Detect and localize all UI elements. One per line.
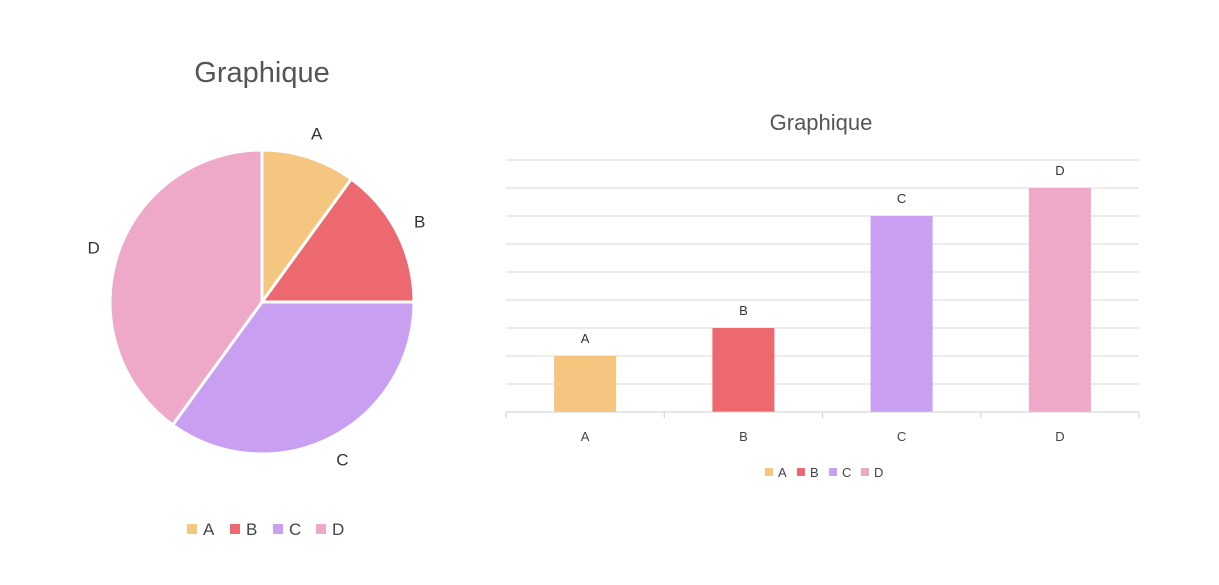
bar-d	[1028, 188, 1091, 412]
pie-slice-a	[260, 148, 354, 307]
bar-legend-swatch-b	[797, 468, 805, 476]
pie-slice-c	[170, 300, 416, 456]
pie-slice-labels: A B C D	[88, 125, 426, 470]
pie-slice-b	[259, 176, 416, 304]
pie-slice-label-d: D	[88, 238, 100, 257]
pie-slices	[108, 148, 416, 456]
pie-legend-swatch-d	[316, 524, 326, 534]
bar-legend-label-b: B	[810, 465, 819, 480]
bar-data-label-c: C	[897, 191, 906, 206]
bar-b	[712, 328, 775, 412]
bar-x-tick-label-d: D	[1055, 429, 1064, 444]
pie-legend-label-d: D	[332, 520, 344, 539]
bar-chart: Graphique A B C D A B C D A B C D	[505, 110, 1140, 480]
bar-legend-swatch-c	[829, 468, 837, 476]
bar-data-label-a: A	[581, 331, 590, 346]
pie-chart-title: Graphique	[194, 57, 329, 89]
pie-legend-label-c: C	[289, 520, 301, 539]
pie-legend-swatch-c	[273, 524, 283, 534]
pie-legend: A B C D	[187, 520, 344, 539]
bar-x-tick-label-c: C	[897, 429, 906, 444]
bar-legend-label-c: C	[842, 465, 851, 480]
bar-x-axis: A B C D	[505, 411, 1140, 444]
bar-chart-title: Graphique	[770, 110, 873, 135]
pie-legend-label-a: A	[203, 520, 215, 539]
bar-legend-swatch-d	[861, 468, 869, 476]
pie-legend-swatch-b	[230, 524, 240, 534]
bar-legend-swatch-a	[765, 468, 773, 476]
bar-data-label-b: B	[739, 303, 748, 318]
bar-legend-label-d: D	[874, 465, 883, 480]
bar-x-tick-label-a: A	[581, 429, 590, 444]
pie-slice-label-c: C	[336, 451, 348, 470]
pie-slice-label-a: A	[311, 125, 323, 144]
bar-legend-label-a: A	[778, 465, 787, 480]
bar-x-tick-label-b: B	[739, 429, 748, 444]
bar-c	[870, 216, 933, 412]
bar-bars: A B C D	[554, 163, 1091, 412]
bar-a	[554, 356, 617, 412]
pie-slice-d	[108, 148, 264, 428]
bar-legend: A B C D	[765, 465, 883, 480]
bar-data-label-d: D	[1055, 163, 1064, 178]
pie-legend-swatch-a	[187, 524, 197, 534]
pie-chart: Graphique A B C D A B C D	[88, 57, 426, 539]
pie-legend-label-b: B	[246, 520, 257, 539]
pie-slice-label-b: B	[414, 213, 425, 232]
